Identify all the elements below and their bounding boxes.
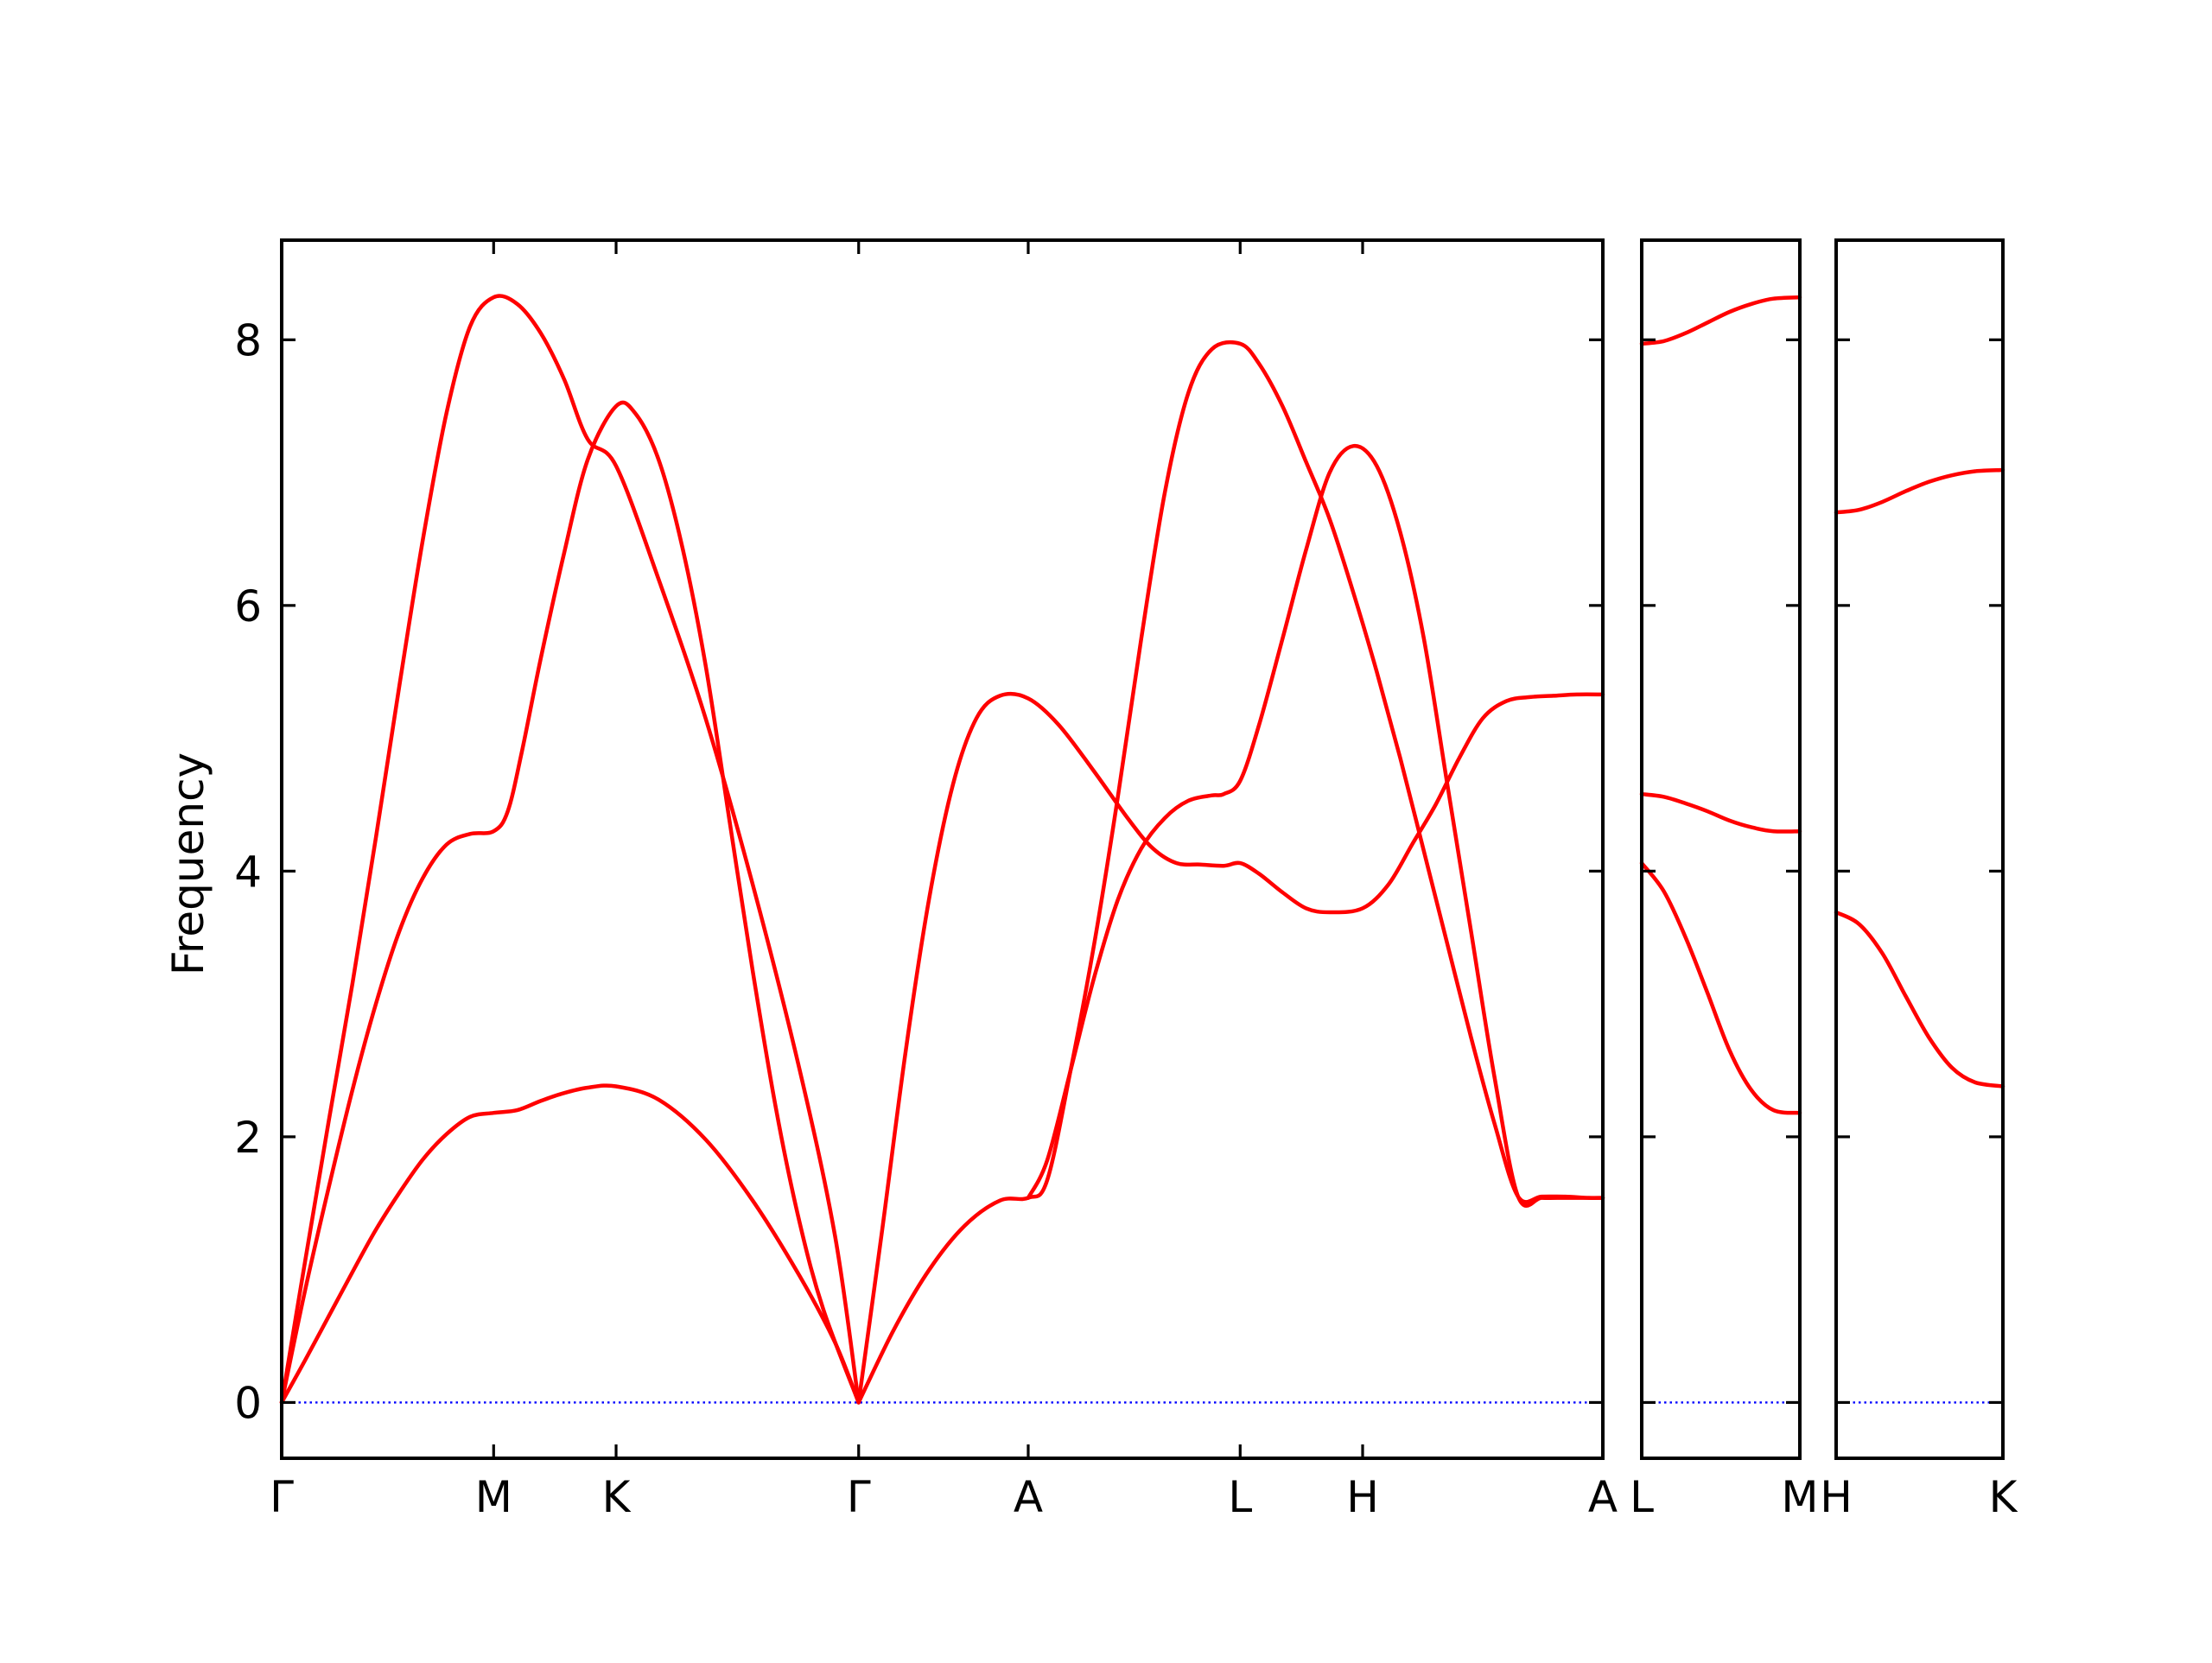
band-line-main-2 <box>279 400 861 1405</box>
x-tick-label-main-5: L <box>1228 1472 1252 1522</box>
band-line-L-M-2 <box>1639 791 1802 834</box>
band-line-H-K-1 <box>1834 467 2005 515</box>
band-line-main-1 <box>279 294 861 1405</box>
x-tick-label-main-3: Γ <box>847 1472 871 1522</box>
y-tick-label-1: 2 <box>234 1113 262 1163</box>
x-tick-label-main-4: A <box>1014 1472 1043 1522</box>
panel-frame-main <box>280 238 1605 1460</box>
band-line-main-3 <box>279 1083 861 1405</box>
x-tick-label-main-2: K <box>602 1472 632 1522</box>
band-line-L-M-3 <box>1639 860 1802 1115</box>
band-line-main-6 <box>1026 444 1605 1208</box>
band-line-main-4 <box>856 691 1605 1405</box>
x-tick-label-L-M-0: L <box>1630 1472 1654 1522</box>
y-tick-label-2: 4 <box>234 847 262 897</box>
band-line-H-K-2 <box>1834 910 2005 1089</box>
band-line-L-M-1 <box>1639 295 1802 346</box>
y-tick-label-0: 0 <box>234 1378 262 1428</box>
x-tick-label-H-K-0: H <box>1820 1472 1853 1522</box>
band-line-main-5 <box>856 340 1605 1405</box>
y-tick-label-3: 6 <box>234 581 262 632</box>
x-tick-label-main-6: H <box>1346 1472 1379 1522</box>
panel-frame-H-K <box>1834 238 2005 1460</box>
x-tick-label-L-M-1: M <box>1781 1472 1818 1522</box>
x-tick-label-H-K-1: K <box>1989 1472 2018 1522</box>
y-tick-label-4: 8 <box>234 315 262 365</box>
y-axis-label: Frequency <box>163 752 213 975</box>
x-tick-label-main-7: A <box>1588 1472 1618 1522</box>
x-tick-label-main-1: M <box>475 1472 512 1522</box>
panel-frame-L-M <box>1640 238 1802 1460</box>
x-tick-label-main-0: Γ <box>270 1472 294 1522</box>
